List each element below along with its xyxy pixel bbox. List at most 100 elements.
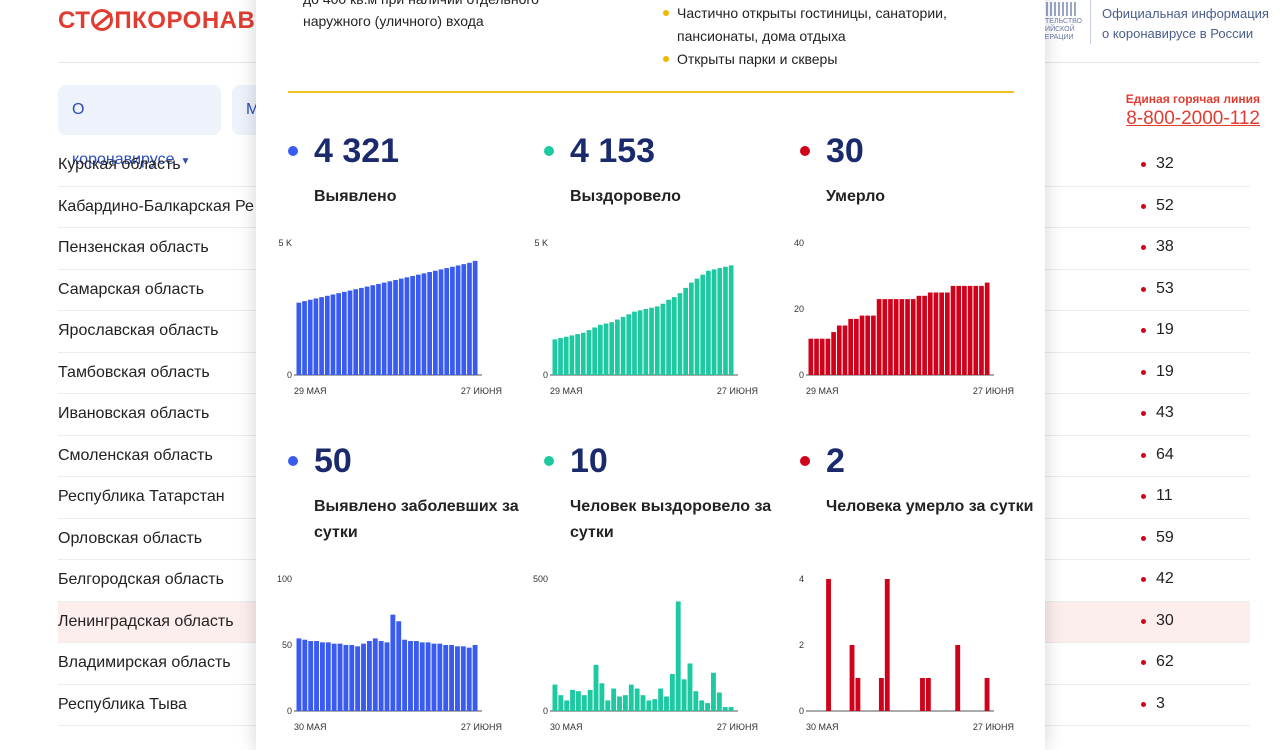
chart-bar[interactable] <box>603 323 609 375</box>
chart-bar[interactable] <box>314 641 319 711</box>
chart-bar[interactable] <box>689 282 694 375</box>
chart-bar[interactable] <box>466 647 472 711</box>
chart-bar[interactable] <box>882 299 888 375</box>
chart-bar[interactable] <box>660 303 666 375</box>
chart-bar[interactable] <box>925 678 931 711</box>
chart-bar[interactable] <box>849 645 855 711</box>
chart-bar[interactable] <box>825 338 831 375</box>
chart-bar[interactable] <box>433 270 438 375</box>
government-emblem[interactable]: ИТЕЛЬСТВО СИЙСКОЙ ДЕРАЦИИ <box>1040 0 1088 44</box>
chart-bar[interactable] <box>683 287 688 375</box>
chart-bar[interactable] <box>302 301 307 375</box>
chart-bar[interactable] <box>355 646 361 711</box>
chart-bar[interactable] <box>617 696 622 711</box>
chart-bar[interactable] <box>427 272 432 375</box>
chart-bar[interactable] <box>652 699 658 711</box>
chart-bar[interactable] <box>593 664 599 711</box>
chart-bar[interactable] <box>884 579 890 711</box>
chart-bar[interactable] <box>842 325 848 376</box>
chart-bar[interactable] <box>449 645 455 711</box>
chart-bar[interactable] <box>558 338 563 375</box>
chart-bar[interactable] <box>693 691 699 711</box>
chart-bar[interactable] <box>649 307 654 375</box>
chart-bar[interactable] <box>325 642 331 711</box>
chart-bar[interactable] <box>296 638 302 711</box>
chart-bar[interactable] <box>342 291 347 375</box>
chart-bar[interactable] <box>855 678 861 711</box>
chart-bar[interactable] <box>370 285 376 375</box>
chart-bar[interactable] <box>677 293 683 375</box>
chart-bar[interactable] <box>415 274 421 375</box>
chart-bar[interactable] <box>366 641 372 711</box>
chart-bar[interactable] <box>570 689 575 711</box>
chart-bar[interactable] <box>716 692 722 711</box>
chart-bar[interactable] <box>699 700 705 711</box>
chart-bar[interactable] <box>854 318 859 375</box>
chart-bar[interactable] <box>615 319 620 375</box>
chart-bar[interactable] <box>461 264 467 375</box>
chart-bar[interactable] <box>558 695 564 711</box>
chart-bar[interactable] <box>984 282 990 375</box>
chart-bar[interactable] <box>905 299 910 375</box>
chart-bar[interactable] <box>438 269 444 375</box>
chart-bar[interactable] <box>826 579 831 711</box>
chart-bar[interactable] <box>581 695 587 711</box>
chart-bar[interactable] <box>302 639 308 711</box>
chart-bar[interactable] <box>410 276 415 375</box>
chart-bar[interactable] <box>871 315 876 375</box>
chart-bar[interactable] <box>413 641 419 711</box>
chart-bar[interactable] <box>569 335 575 375</box>
chart-bar[interactable] <box>899 299 905 375</box>
chart-bar[interactable] <box>353 289 359 375</box>
chart-bar[interactable] <box>723 266 728 375</box>
chart-bar[interactable] <box>611 688 617 711</box>
chart-bar[interactable] <box>694 278 700 375</box>
chart-bar[interactable] <box>398 278 404 375</box>
nav-about-coronavirus[interactable]: О коронавирусе ▼ <box>58 85 221 168</box>
chart-bar[interactable] <box>831 332 836 375</box>
chart-bar[interactable] <box>666 299 671 375</box>
chart-bar[interactable] <box>599 683 605 711</box>
chart-bar[interactable] <box>376 283 381 375</box>
chart-bar[interactable] <box>324 295 330 375</box>
chart-bar[interactable] <box>337 643 343 711</box>
chart-bar[interactable] <box>979 285 984 375</box>
chart-bar[interactable] <box>728 265 734 375</box>
chart-bar[interactable] <box>387 281 393 375</box>
chart-bar[interactable] <box>927 292 933 376</box>
chart-bar[interactable] <box>626 314 632 375</box>
chart-bar[interactable] <box>687 663 693 711</box>
chart-bar[interactable] <box>361 643 366 711</box>
chart-bar[interactable] <box>819 338 825 375</box>
chart-bar[interactable] <box>408 641 413 711</box>
chart-bar[interactable] <box>956 285 962 375</box>
chart-bar[interactable] <box>307 299 313 375</box>
chart-bar[interactable] <box>331 643 337 711</box>
chart-bar[interactable] <box>359 287 364 375</box>
chart-bar[interactable] <box>575 334 580 375</box>
chart-bar[interactable] <box>378 641 384 711</box>
chart-bar[interactable] <box>888 299 893 375</box>
chart-bar[interactable] <box>472 645 478 711</box>
chart-bar[interactable] <box>419 642 425 711</box>
chart-bar[interactable] <box>460 646 466 711</box>
chart-bar[interactable] <box>955 645 961 711</box>
chart-bar[interactable] <box>658 688 664 711</box>
chart-bar[interactable] <box>330 294 336 375</box>
chart-bar[interactable] <box>308 641 314 711</box>
chart-bar[interactable] <box>922 295 927 375</box>
chart-bar[interactable] <box>711 269 717 375</box>
chart-bar[interactable] <box>393 279 398 375</box>
chart-bar[interactable] <box>620 316 626 375</box>
chart-bar[interactable] <box>364 286 370 375</box>
chart-bar[interactable] <box>381 282 387 375</box>
chart-bar[interactable] <box>443 645 449 711</box>
chart-bar[interactable] <box>859 315 865 375</box>
chart-bar[interactable] <box>671 297 677 375</box>
chart-bar[interactable] <box>984 678 990 711</box>
chart-bar[interactable] <box>865 315 871 375</box>
chart-bar[interactable] <box>706 270 711 375</box>
chart-bar[interactable] <box>425 642 431 711</box>
chart-bar[interactable] <box>973 285 979 375</box>
chart-bar[interactable] <box>437 643 443 711</box>
